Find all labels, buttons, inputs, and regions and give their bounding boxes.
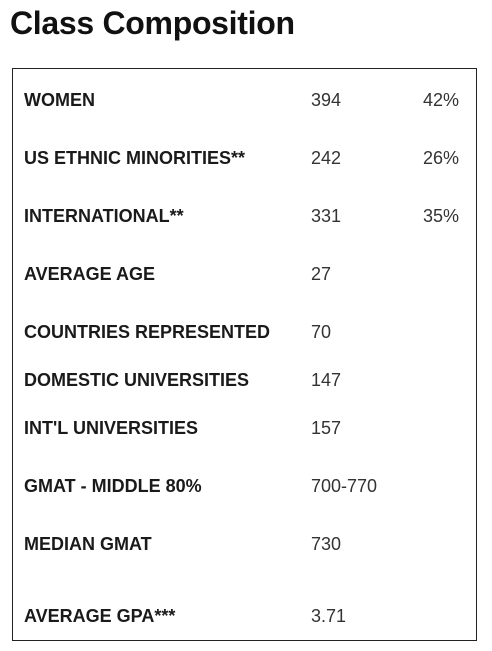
table-row: AVERAGE AGE 27 bbox=[13, 262, 476, 286]
row-label: WOMEN bbox=[24, 90, 95, 110]
page-title: Class Composition bbox=[10, 5, 295, 41]
row-label: US ETHNIC MINORITIES** bbox=[24, 148, 246, 168]
table-row: WOMEN 394 42% bbox=[13, 88, 476, 112]
row-value: 730 bbox=[311, 534, 342, 554]
table-row: US ETHNIC MINORITIES** 242 26% bbox=[13, 146, 476, 170]
row-percent: 26% bbox=[422, 148, 459, 168]
row-value: 27 bbox=[311, 264, 332, 284]
row-percent: 42% bbox=[422, 90, 459, 110]
table-row: INTERNATIONAL** 331 35% bbox=[13, 204, 476, 228]
row-value: 3.71 bbox=[311, 606, 347, 626]
row-label: INTERNATIONAL** bbox=[24, 206, 184, 226]
row-label: DOMESTIC UNIVERSITIES bbox=[24, 370, 250, 390]
row-value: 147 bbox=[311, 370, 342, 390]
table-row: DOMESTIC UNIVERSITIES 147 bbox=[13, 368, 476, 392]
row-value: 242 bbox=[311, 148, 342, 168]
row-value: 331 bbox=[311, 206, 342, 226]
row-label: AVERAGE AGE bbox=[24, 264, 156, 284]
row-percent: 35% bbox=[422, 206, 459, 226]
row-label: MEDIAN GMAT bbox=[24, 534, 152, 554]
class-composition-table: WOMEN 394 42% US ETHNIC MINORITIES** 242… bbox=[12, 68, 477, 641]
row-value: 70 bbox=[311, 322, 332, 342]
row-value: 157 bbox=[311, 418, 342, 438]
row-value: 700-770 bbox=[311, 476, 378, 496]
row-label: INT'L UNIVERSITIES bbox=[24, 418, 198, 438]
table-row: INT'L UNIVERSITIES 157 bbox=[13, 416, 476, 440]
row-value: 394 bbox=[311, 90, 342, 110]
table-row: MEDIAN GMAT 730 bbox=[13, 532, 476, 556]
table-row: COUNTRIES REPRESENTED 70 bbox=[13, 320, 476, 344]
table-row: AVERAGE GPA*** 3.71 bbox=[13, 604, 476, 628]
table-row: GMAT - MIDDLE 80% 700-770 bbox=[13, 474, 476, 498]
row-label: GMAT - MIDDLE 80% bbox=[24, 476, 202, 496]
row-label: AVERAGE GPA*** bbox=[24, 606, 176, 626]
row-label: COUNTRIES REPRESENTED bbox=[24, 322, 271, 342]
